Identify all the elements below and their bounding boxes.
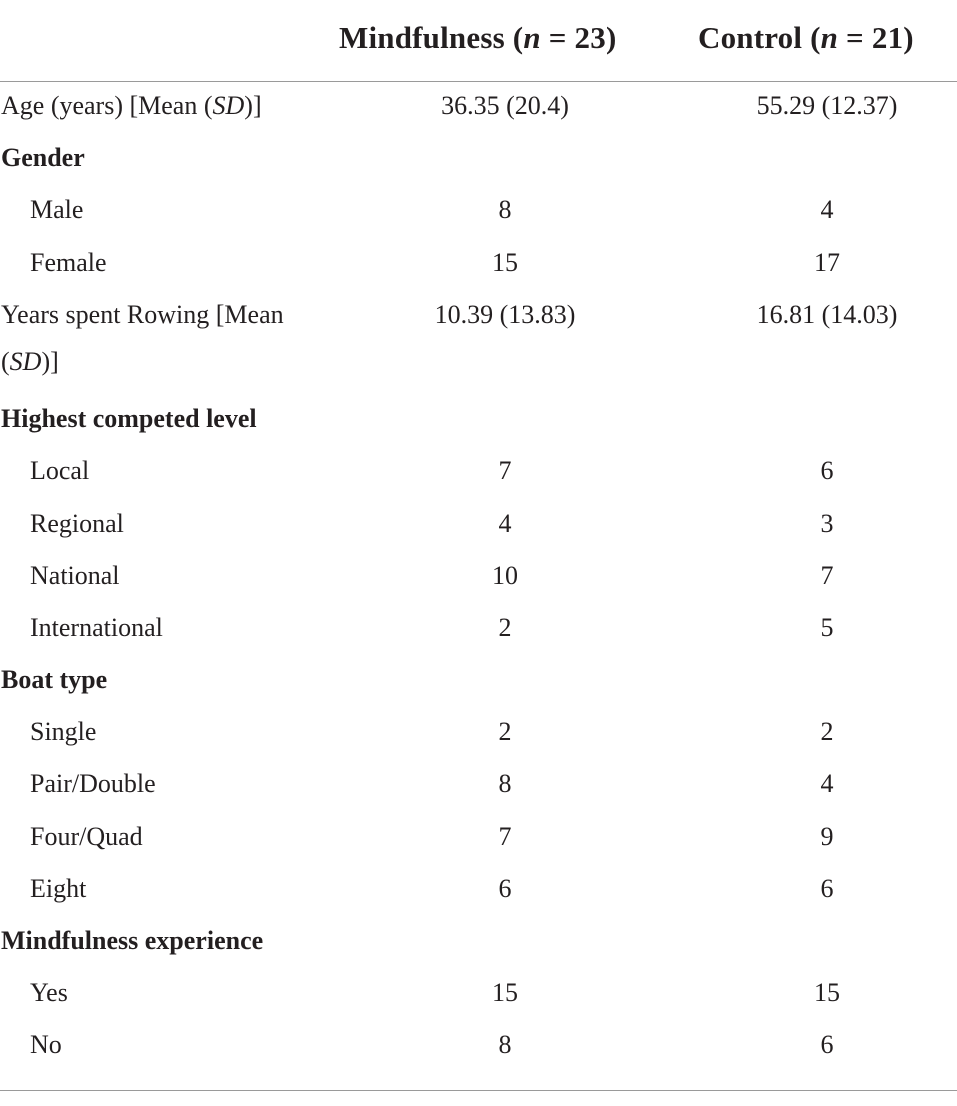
cell-mindfulness: 6 bbox=[498, 873, 512, 903]
table-bottom-rule bbox=[0, 1090, 957, 1091]
cell-control: 4 bbox=[820, 195, 834, 225]
row-single: Single 2 2 bbox=[0, 708, 957, 760]
row-four-quad: Four/Quad 7 9 bbox=[0, 813, 957, 865]
row-experience-heading: Mindfulness experience bbox=[0, 917, 957, 969]
row-no: No 8 6 bbox=[0, 1021, 957, 1073]
row-label: Pair/Double bbox=[30, 769, 156, 799]
row-pair-double: Pair/Double 8 4 bbox=[0, 760, 957, 812]
row-label: Age (years) [Mean (SD)] bbox=[1, 91, 262, 120]
row-female: Female 15 17 bbox=[0, 239, 957, 291]
row-label: International bbox=[30, 612, 163, 642]
row-label: Single bbox=[30, 717, 97, 747]
row-label: No bbox=[30, 1030, 62, 1060]
cell-mindfulness: 4 bbox=[498, 508, 512, 538]
cell-mindfulness: 2 bbox=[498, 717, 512, 747]
cell-mindfulness: 36.35 (20.4) bbox=[441, 91, 569, 120]
cell-control: 6 bbox=[820, 873, 834, 903]
cell-control: 55.29 (12.37) bbox=[756, 91, 898, 120]
row-label: Yes bbox=[30, 978, 68, 1008]
cell-control: 2 bbox=[820, 717, 834, 747]
row-eight: Eight 6 6 bbox=[0, 865, 957, 917]
cell-control: 17 bbox=[814, 247, 840, 277]
table-header-row: Mindfulness (n = 23) Control (n = 21) bbox=[0, 0, 957, 82]
row-label: Male bbox=[30, 195, 84, 225]
demographics-table: Mindfulness (n = 23) Control (n = 21) Ag… bbox=[0, 0, 957, 1073]
header-control: Control (n = 21) bbox=[698, 20, 914, 55]
cell-mindfulness: 8 bbox=[498, 769, 512, 799]
row-label: Female bbox=[30, 247, 107, 277]
cell-mindfulness: 10 bbox=[492, 560, 518, 590]
cell-control: 16.81 (14.03) bbox=[756, 299, 898, 329]
row-local: Local 7 6 bbox=[0, 447, 957, 499]
row-years-rowing: Years spent Rowing [Mean (SD)] 10.39 (13.… bbox=[0, 291, 957, 395]
cell-control: 6 bbox=[820, 1030, 834, 1060]
cell-mindfulness: 7 bbox=[498, 456, 512, 486]
cell-control: 9 bbox=[820, 821, 834, 851]
row-label: Years spent Rowing [Mean (SD)] bbox=[1, 299, 284, 376]
row-age: Age (years) [Mean (SD)] 36.35 (20.4) 55.… bbox=[0, 82, 957, 134]
cell-control: 3 bbox=[820, 508, 834, 538]
cell-mindfulness: 10.39 (13.83) bbox=[434, 299, 576, 329]
row-label: Eight bbox=[30, 873, 87, 903]
cell-control: 6 bbox=[820, 456, 834, 486]
row-international: International 2 5 bbox=[0, 604, 957, 656]
cell-control: 5 bbox=[820, 612, 834, 642]
row-level-heading: Highest competed level bbox=[0, 395, 957, 447]
cell-mindfulness: 8 bbox=[498, 1030, 512, 1060]
cell-mindfulness: 7 bbox=[498, 821, 512, 851]
cell-mindfulness: 8 bbox=[498, 195, 512, 225]
section-heading: Mindfulness experience bbox=[1, 926, 264, 956]
cell-control: 15 bbox=[814, 978, 840, 1008]
row-label: Regional bbox=[30, 508, 124, 538]
row-national: National 10 7 bbox=[0, 552, 957, 604]
cell-control: 7 bbox=[820, 560, 834, 590]
section-heading: Highest competed level bbox=[1, 404, 257, 434]
row-label: National bbox=[30, 560, 120, 590]
row-label: Four/Quad bbox=[30, 821, 143, 851]
row-boat-heading: Boat type bbox=[0, 656, 957, 708]
row-label: Local bbox=[30, 456, 90, 486]
row-gender-heading: Gender bbox=[0, 134, 957, 186]
cell-mindfulness: 15 bbox=[492, 978, 518, 1008]
row-male: Male 8 4 bbox=[0, 186, 957, 238]
section-heading: Boat type bbox=[1, 665, 108, 695]
section-heading: Gender bbox=[1, 143, 85, 173]
header-mindfulness: Mindfulness (n = 23) bbox=[339, 20, 617, 55]
row-regional: Regional 4 3 bbox=[0, 500, 957, 552]
cell-control: 4 bbox=[820, 769, 834, 799]
cell-mindfulness: 2 bbox=[498, 612, 512, 642]
row-yes: Yes 15 15 bbox=[0, 969, 957, 1021]
cell-mindfulness: 15 bbox=[492, 247, 518, 277]
